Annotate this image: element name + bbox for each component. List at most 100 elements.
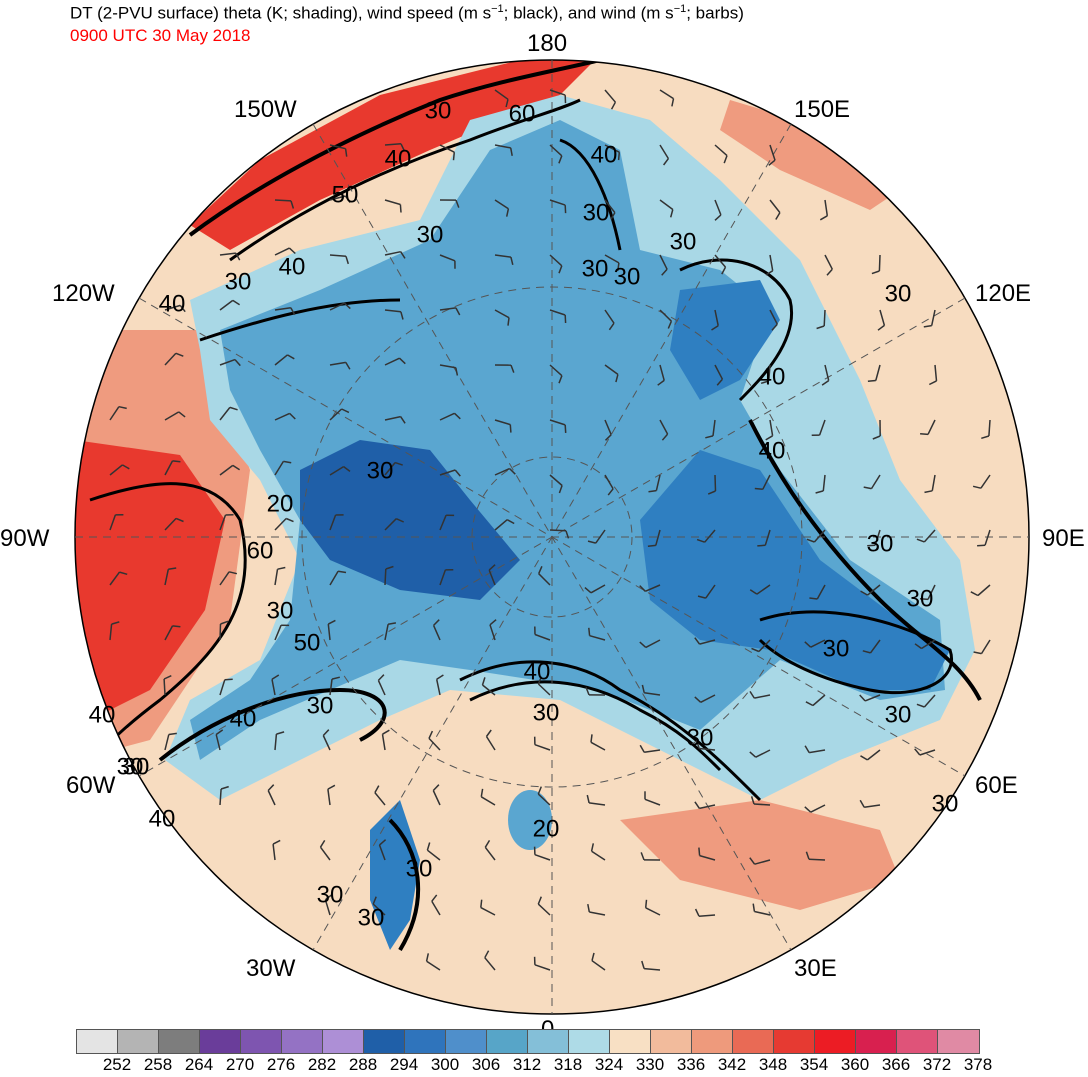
colorbar-swatch <box>692 1030 733 1053</box>
contour-label: 40 <box>159 290 186 317</box>
colorbar <box>76 1029 980 1054</box>
colorbar-swatch <box>528 1030 569 1053</box>
wind-barb-flag <box>591 734 592 742</box>
colorbar-swatch <box>487 1030 528 1053</box>
contour-label: 30 <box>225 268 252 295</box>
colorbar-swatch <box>733 1030 774 1053</box>
colorbar-swatch <box>856 1030 897 1053</box>
longitude-label: 120E <box>975 280 1031 308</box>
wind-barb-flag <box>755 489 763 490</box>
wind-barb-flag <box>646 900 647 908</box>
colorbar-level-label: 252 <box>103 1055 131 1075</box>
longitude-label: 90E <box>1042 525 1085 553</box>
longitude-label: 60W <box>66 772 115 800</box>
wind-barb-flag <box>510 425 511 433</box>
contour-label: 60 <box>247 537 274 564</box>
contour-label: 40 <box>524 658 551 685</box>
colorbar-swatch <box>241 1030 282 1053</box>
contour-label: 40 <box>279 253 306 280</box>
contour-label: 40 <box>759 437 786 464</box>
longitude-label: 180 <box>527 30 567 58</box>
wind-barb-flag <box>400 205 401 213</box>
contour-label: 30 <box>885 280 912 307</box>
colorbar-level-label: 348 <box>759 1055 787 1075</box>
wind-barb <box>879 255 880 271</box>
wind-barb <box>824 310 825 326</box>
colorbar-level-label: 324 <box>595 1055 623 1075</box>
contour-label: 60 <box>509 100 536 127</box>
colorbar-swatch <box>651 1030 692 1053</box>
colorbar-swatch <box>610 1030 651 1053</box>
wind-barb <box>164 679 165 695</box>
colorbar-level-label: 360 <box>841 1055 869 1075</box>
wind-barb-flag <box>173 626 181 627</box>
colorbar-swatch <box>118 1030 159 1053</box>
contour-label: 30 <box>932 790 959 817</box>
contour-label: 50 <box>332 181 359 208</box>
contour-label: 30 <box>358 904 385 931</box>
wind-barb-flag <box>868 381 876 382</box>
colorbar-level-label: 276 <box>267 1055 295 1075</box>
colorbar-level-label: 264 <box>185 1055 213 1075</box>
contour-label: 30 <box>367 457 394 484</box>
wind-barb-flag <box>225 679 233 680</box>
colorbar-level-label: 318 <box>554 1055 582 1075</box>
contour-label: 40 <box>591 141 618 168</box>
colorbar-level-label: 336 <box>677 1055 705 1075</box>
wind-barb <box>754 804 770 805</box>
contour-label: 30 <box>907 585 934 612</box>
colorbar-swatch <box>364 1030 405 1053</box>
contour-label: 30 <box>117 753 144 780</box>
contour-label: 20 <box>533 815 560 842</box>
contour-label: 30 <box>406 855 433 882</box>
colorbar-swatch <box>774 1030 815 1053</box>
contour-label: 30 <box>867 530 894 557</box>
colorbar-level-label: 330 <box>636 1055 664 1075</box>
colorbar-swatch <box>815 1030 856 1053</box>
colorbar-swatch <box>938 1030 979 1053</box>
colorbar-level-label: 282 <box>308 1055 336 1075</box>
colorbar-level-label: 378 <box>964 1055 992 1075</box>
contour-label: 50 <box>294 629 321 656</box>
longitude-label: 60E <box>975 772 1018 800</box>
colorbar-swatch <box>405 1030 446 1053</box>
contour-label: 30 <box>885 701 912 728</box>
contour-label: 30 <box>687 724 714 751</box>
colorbar-swatch <box>446 1030 487 1053</box>
colorbar-level-label: 306 <box>472 1055 500 1075</box>
wind-barb-flag <box>809 598 817 599</box>
colorbar-swatch <box>200 1030 241 1053</box>
contour-label: 40 <box>759 363 786 390</box>
wind-barb <box>385 569 386 585</box>
contour-label: 30 <box>533 699 560 726</box>
wind-barb-flag <box>508 318 509 326</box>
wind-barb <box>715 475 716 491</box>
longitude-label: 30W <box>246 955 295 983</box>
contour-label: 30 <box>307 692 334 719</box>
contour-label: 40 <box>89 701 116 728</box>
colorbar-swatch <box>282 1030 323 1053</box>
colorbar-level-label: 342 <box>718 1055 746 1075</box>
contour-label: 40 <box>385 145 412 172</box>
colorbar-level-label: 300 <box>431 1055 459 1075</box>
colorbar-swatch <box>159 1030 200 1053</box>
wind-barb <box>809 859 825 860</box>
wind-barb-flag <box>648 545 656 546</box>
contour-label: 30 <box>614 263 641 290</box>
contour-label: 30 <box>583 199 610 226</box>
wind-barb-flag <box>757 545 765 546</box>
wind-barb-flag <box>589 628 590 636</box>
wind-barb-flag <box>173 461 181 462</box>
wind-barb-flag <box>454 152 455 160</box>
contour-label: 30 <box>425 97 452 124</box>
contour-label: 30 <box>582 255 609 282</box>
wind-barb-flag <box>977 545 985 546</box>
wind-barb-flag <box>920 434 928 435</box>
colorbar-level-label: 288 <box>349 1055 377 1075</box>
colorbar-swatch <box>897 1030 938 1053</box>
wind-barb-flag <box>565 425 566 433</box>
contour-label: 40 <box>149 805 176 832</box>
colorbar-level-label: 294 <box>390 1055 418 1075</box>
